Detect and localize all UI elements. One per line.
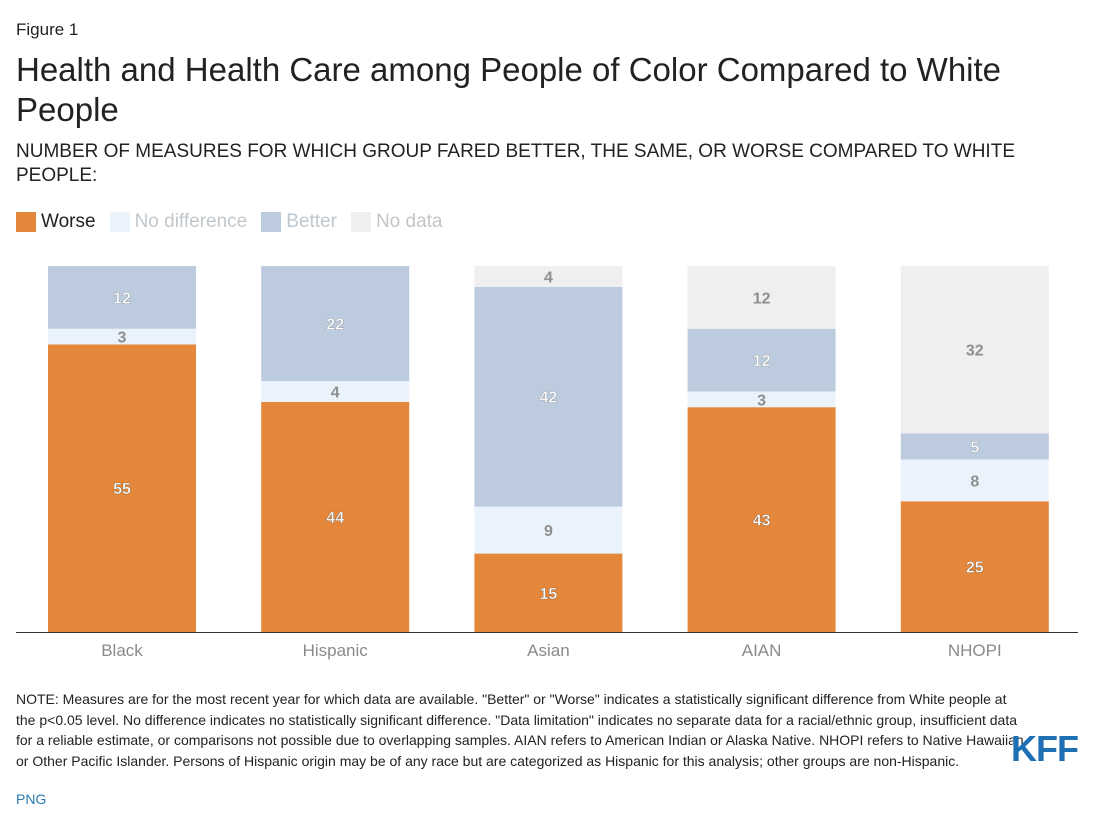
- bar-aian-no-difference[interactable]: [687, 391, 836, 408]
- kff-logo: KFF: [1011, 728, 1079, 769]
- legend-label-worse: Worse: [41, 211, 96, 232]
- bar-nhopi-better[interactable]: [900, 433, 1049, 460]
- bar-asian-no-data[interactable]: [474, 266, 623, 287]
- bar-nhopi-no-difference[interactable]: [900, 459, 1049, 502]
- x-tick-label-aian: AIAN: [742, 641, 782, 660]
- data-label-hispanic-no-difference: 4: [331, 384, 340, 401]
- data-label-black-worse: 55: [113, 481, 131, 498]
- data-label-nhopi-no-difference: 8: [970, 473, 979, 490]
- data-label-asian-better: 42: [540, 390, 558, 407]
- legend-label-better: Better: [286, 211, 337, 232]
- chart-subtitle: NUMBER OF MEASURES FOR WHICH GROUP FARED…: [16, 141, 1015, 186]
- figure-label: Figure 1: [16, 20, 79, 39]
- data-label-asian-worse: 15: [540, 586, 558, 603]
- bar-nhopi-no-data[interactable]: [900, 266, 1049, 434]
- bar-black-worse[interactable]: [48, 344, 196, 632]
- data-label-hispanic-better: 22: [326, 317, 344, 334]
- legend-item-better[interactable]: Better: [261, 211, 337, 233]
- legend-item-no-data[interactable]: No data: [350, 211, 443, 233]
- bar-hispanic-no-difference[interactable]: [261, 381, 410, 402]
- data-label-nhopi-worse: 25: [966, 560, 984, 577]
- legend-swatch-worse: [16, 212, 36, 232]
- legend-item-no-difference[interactable]: No difference: [109, 211, 248, 233]
- x-tick-label-hispanic: Hispanic: [303, 641, 369, 660]
- legend-swatch-no-data: [350, 212, 371, 232]
- data-label-aian-no-difference: 3: [757, 392, 766, 409]
- bar-group-black: 55 3 12: [48, 266, 196, 632]
- data-label-asian-no-difference: 9: [544, 523, 553, 540]
- bar-black-no-difference[interactable]: [48, 328, 196, 345]
- bar-black-better[interactable]: [48, 266, 196, 329]
- data-label-black-better: 12: [113, 290, 131, 307]
- bar-nhopi-worse[interactable]: [900, 501, 1049, 632]
- bar-asian-better[interactable]: [474, 286, 623, 507]
- bar-asian-no-difference[interactable]: [474, 506, 623, 554]
- data-label-black-no-difference: 3: [118, 330, 127, 347]
- stacked-bar-chart: 55312Black44422Hispanic159424Asian433121…: [16, 266, 1078, 660]
- png-download-link[interactable]: PNG: [16, 791, 47, 807]
- legend-swatch-no-difference: [109, 212, 130, 232]
- legend-item-worse[interactable]: Worse: [16, 211, 96, 233]
- x-tick-label-asian: Asian: [527, 641, 570, 660]
- data-label-hispanic-worse: 44: [326, 510, 344, 527]
- bar-hispanic-better[interactable]: [261, 266, 410, 382]
- data-label-aian-better: 12: [753, 353, 771, 370]
- bar-asian-worse[interactable]: [474, 553, 623, 632]
- legend-label-no-data: No data: [375, 211, 443, 232]
- data-label-aian-worse: 43: [753, 513, 771, 530]
- chart-title: Health and Health Care among People of C…: [16, 51, 1002, 128]
- x-tick-label-nhopi: NHOPI: [948, 641, 1002, 660]
- bar-group-nhopi: 25 8 5 32: [900, 266, 1049, 632]
- chart-note: NOTE: Measures are for the most recent y…: [16, 691, 1024, 769]
- data-label-nhopi-better: 5: [970, 439, 979, 456]
- legend: Worse No difference Better No data: [16, 211, 456, 233]
- data-label-nhopi-no-data: 32: [966, 343, 984, 360]
- x-tick-label-black: Black: [101, 641, 143, 660]
- bar-aian-worse[interactable]: [687, 407, 836, 632]
- legend-label-no-difference: No difference: [134, 211, 248, 232]
- data-label-aian-no-data: 12: [753, 290, 771, 307]
- bar-hispanic-worse[interactable]: [261, 401, 410, 632]
- bar-aian-no-data[interactable]: [687, 266, 836, 329]
- data-label-asian-no-data: 4: [544, 269, 553, 286]
- bar-aian-better[interactable]: [687, 328, 836, 392]
- legend-swatch-better: [261, 212, 282, 232]
- bar-group-aian: 43 3 12 12: [687, 266, 836, 632]
- bar-group-asian: 15 9 42 4: [474, 266, 623, 632]
